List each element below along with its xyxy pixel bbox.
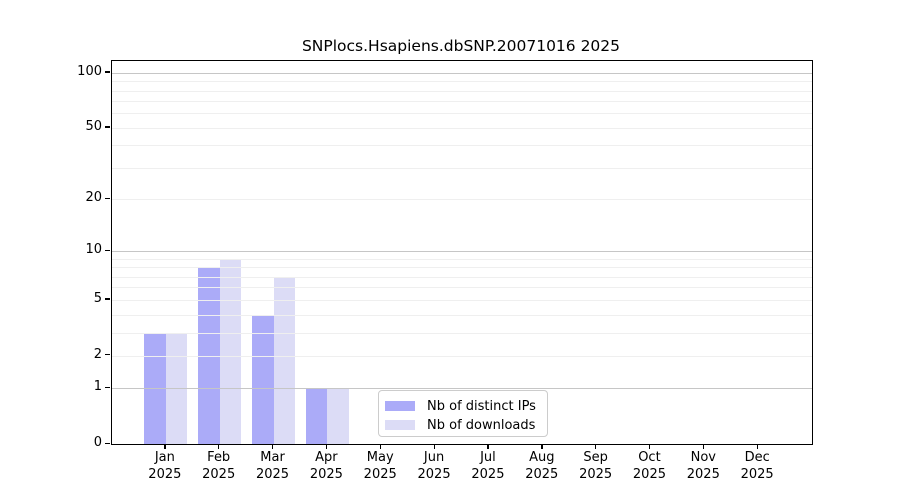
x-tick-label-mar: Mar 2025 — [241, 450, 305, 483]
y-tick-50 — [105, 126, 110, 128]
minor-gridline-4 — [112, 314, 812, 316]
x-tick-year: 2025 — [525, 466, 559, 482]
y-tick-5 — [105, 298, 110, 300]
plot-area — [111, 60, 813, 445]
major-gridline-100 — [112, 72, 812, 74]
x-tick-year: 2025 — [417, 466, 451, 482]
minor-gridline-6 — [112, 287, 812, 289]
y-tick-label-20: 20 — [85, 190, 102, 206]
y-tick-label-1: 1 — [93, 379, 102, 395]
x-tick-mar — [272, 444, 274, 449]
y-tick-10 — [105, 249, 110, 251]
legend-entry-nb-of-distinct-ips: Nb of distinct IPs — [385, 398, 547, 414]
x-tick-label-oct: Oct 2025 — [617, 450, 681, 483]
minor-gridline-30 — [112, 167, 812, 169]
minor-gridline-60 — [112, 113, 812, 115]
legend: Nb of distinct IPs Nb of downloads — [378, 390, 548, 437]
x-tick-aug — [541, 444, 543, 449]
minor-gridline-7 — [112, 276, 812, 278]
minor-gridline-70 — [112, 101, 812, 103]
y-tick-label-2: 2 — [93, 346, 102, 362]
x-tick-year: 2025 — [579, 466, 613, 482]
minor-gridline-2 — [112, 355, 812, 357]
x-tick-year: 2025 — [148, 466, 182, 482]
x-tick-year: 2025 — [471, 466, 505, 482]
x-tick-month: Feb — [207, 450, 231, 465]
x-tick-feb — [218, 444, 220, 449]
x-tick-year: 2025 — [632, 466, 666, 482]
x-tick-label-feb: Feb 2025 — [187, 450, 251, 483]
legend-swatch-icon — [385, 401, 415, 411]
x-tick-month: Sep — [583, 450, 608, 465]
minor-gridline-5 — [112, 299, 812, 301]
minor-gridline-8 — [112, 267, 812, 269]
bar-nb-of-downloads-apr — [327, 388, 349, 444]
y-tick-label-10: 10 — [85, 242, 102, 258]
bar-nb-of-downloads-feb — [219, 258, 242, 444]
x-tick-jul — [487, 444, 489, 449]
x-tick-label-jun: Jun 2025 — [402, 450, 466, 483]
x-tick-label-aug: Aug 2025 — [510, 450, 574, 483]
y-tick-100 — [105, 71, 110, 73]
chart-title: SNPlocs.Hsapiens.dbSNP.20071016 2025 — [301, 37, 621, 55]
x-tick-label-jan: Jan 2025 — [133, 450, 197, 483]
y-tick-label-100: 100 — [77, 63, 102, 79]
minor-gridline-50 — [112, 127, 812, 129]
x-tick-year: 2025 — [255, 466, 290, 482]
minor-gridline-9 — [112, 258, 812, 260]
y-tick-1 — [105, 386, 110, 389]
y-tick-label-5: 5 — [93, 290, 102, 306]
minor-gridline-3 — [112, 332, 812, 334]
x-tick-month: Oct — [638, 450, 661, 465]
y-tick-label-0: 0 — [93, 435, 102, 450]
x-tick-label-sep: Sep 2025 — [564, 450, 628, 483]
x-tick-month: Nov — [690, 450, 716, 465]
minor-gridline-40 — [112, 145, 812, 147]
x-tick-month: Jun — [423, 450, 445, 465]
legend-label: Nb of distinct IPs — [427, 398, 536, 414]
x-tick-year: 2025 — [740, 466, 774, 482]
x-tick-apr — [325, 444, 328, 449]
x-tick-month: May — [366, 450, 394, 465]
x-tick-year: 2025 — [363, 466, 397, 482]
x-tick-jun — [433, 444, 435, 449]
minor-gridline-90 — [112, 81, 812, 83]
x-tick-label-dec: Dec 2025 — [725, 450, 789, 483]
x-tick-dec — [756, 444, 758, 449]
y-tick-0 — [105, 442, 110, 444]
y-tick-20 — [105, 197, 110, 199]
x-tick-may — [379, 444, 382, 449]
legend-swatch-icon — [385, 420, 415, 430]
bar-nb-of-distinct-ips-mar — [252, 314, 274, 444]
bar-nb-of-downloads-mar — [273, 276, 296, 444]
legend-entry-nb-of-downloads: Nb of downloads — [385, 417, 547, 433]
minor-gridline-80 — [112, 90, 812, 92]
x-tick-month: Jan — [154, 450, 175, 465]
legend-label: Nb of downloads — [427, 417, 536, 433]
x-tick-month: Mar — [260, 450, 285, 465]
x-tick-year: 2025 — [309, 466, 343, 482]
x-tick-year: 2025 — [202, 466, 236, 482]
x-tick-label-may: May 2025 — [348, 450, 412, 483]
x-tick-month: Dec — [744, 450, 770, 465]
x-tick-label-jul: Jul 2025 — [456, 450, 520, 483]
x-tick-sep — [595, 444, 597, 449]
x-tick-nov — [702, 444, 705, 449]
minor-gridline-20 — [112, 199, 812, 201]
x-tick-oct — [648, 444, 651, 449]
x-tick-year: 2025 — [686, 466, 720, 482]
y-tick-2 — [105, 354, 110, 356]
x-tick-month: Jul — [480, 450, 496, 465]
major-gridline-1 — [112, 388, 812, 390]
x-tick-month: Apr — [315, 450, 338, 465]
x-tick-jan — [164, 444, 166, 449]
x-tick-label-apr: Apr 2025 — [294, 450, 358, 483]
y-tick-label-50: 50 — [85, 118, 102, 134]
x-tick-label-nov: Nov 2025 — [671, 450, 735, 483]
x-tick-month: Aug — [529, 450, 555, 465]
major-gridline-10 — [112, 251, 812, 253]
bar-nb-of-distinct-ips-apr — [305, 388, 328, 444]
